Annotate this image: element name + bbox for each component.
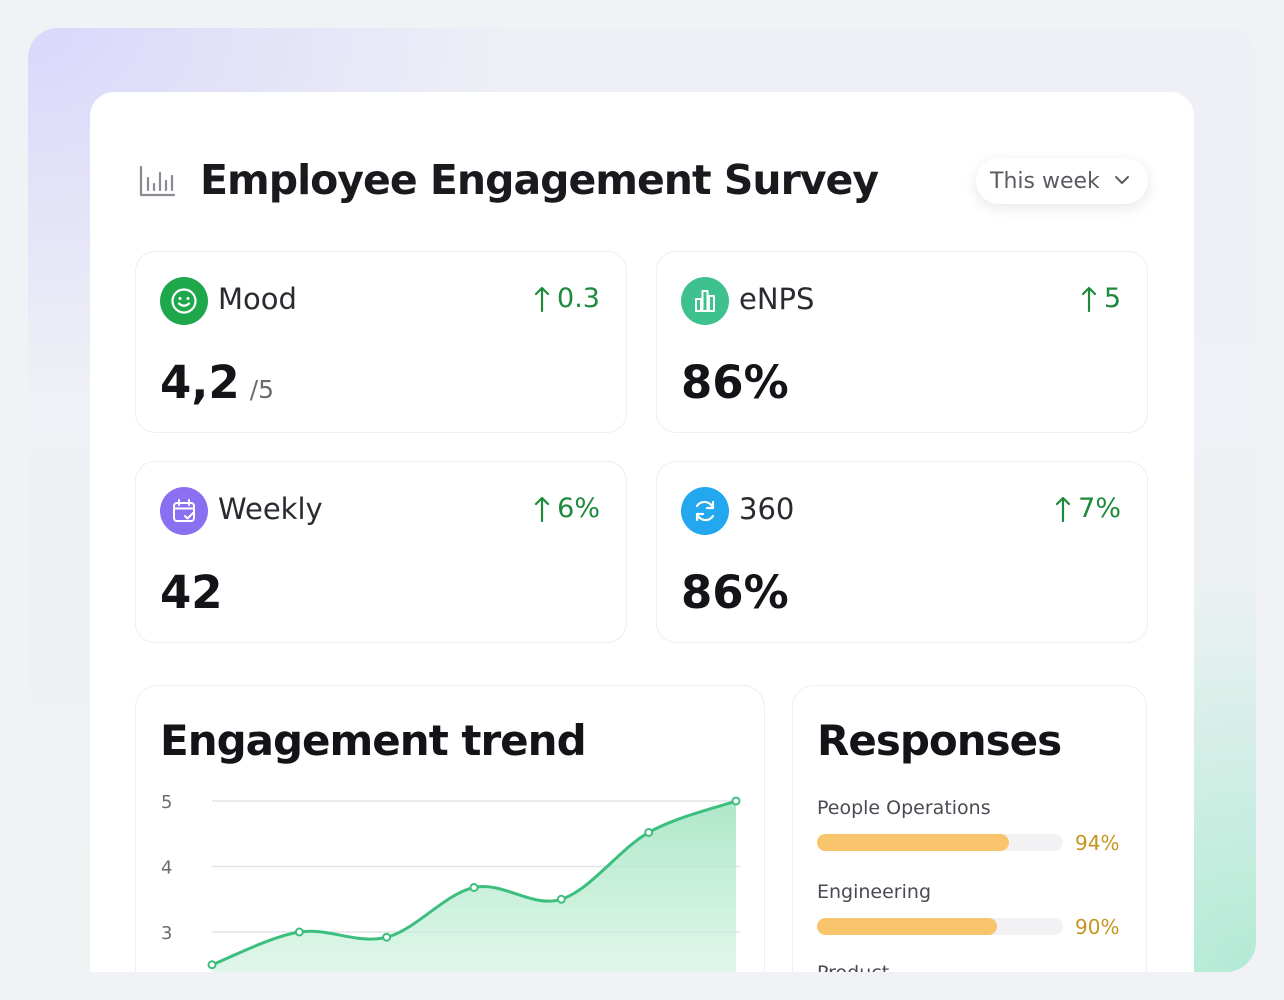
- stat-label: 360: [739, 492, 795, 526]
- trend-point[interactable]: [207, 960, 217, 970]
- stat-card-weekly[interactable]: Weekly 6% 42: [135, 461, 627, 643]
- trend-area: [212, 801, 736, 972]
- stat-delta-value: 6%: [557, 493, 600, 524]
- bar-chart-icon: [139, 165, 176, 197]
- smile-icon: [160, 277, 208, 325]
- stat-value-number: 86%: [681, 566, 789, 619]
- stat-delta: 7%: [1054, 493, 1121, 524]
- period-select-value: This week: [990, 168, 1100, 194]
- y-tick-label: 3: [161, 923, 172, 944]
- response-progress-fill: [817, 918, 997, 935]
- stat-delta-value: 7%: [1078, 493, 1121, 524]
- stat-value: 42: [160, 566, 223, 619]
- period-select[interactable]: This week: [976, 158, 1148, 204]
- stat-card-enps[interactable]: eNPS 5 86%: [656, 251, 1148, 433]
- trend-point[interactable]: [644, 827, 654, 837]
- response-label: People Operations: [817, 797, 991, 819]
- response-progress-bar: [817, 918, 1063, 935]
- stat-value: 86%: [681, 566, 789, 619]
- responses-panel: Responses People Operations 94% Engineer…: [792, 685, 1147, 972]
- stat-label: Mood: [218, 282, 297, 316]
- calendar-check-icon: [160, 487, 208, 535]
- trend-point[interactable]: [294, 927, 304, 937]
- response-label: Product: [817, 962, 889, 972]
- stat-value-suffix: /5: [249, 375, 275, 404]
- y-tick-label: 4: [161, 858, 172, 879]
- arrow-up-icon: [535, 496, 550, 522]
- stat-value-number: 86%: [681, 356, 789, 409]
- response-percent: 94%: [1075, 831, 1120, 855]
- response-progress-fill: [817, 834, 1009, 851]
- panel-title: Responses: [817, 716, 1062, 765]
- page-title: Employee Engagement Survey: [200, 156, 879, 204]
- trend-point[interactable]: [382, 932, 392, 942]
- survey-card: Employee Engagement Survey This week Moo…: [90, 92, 1194, 972]
- stat-label: Weekly: [218, 492, 323, 526]
- trend-point[interactable]: [731, 796, 741, 806]
- response-percent: 90%: [1075, 915, 1120, 939]
- y-tick-label: 5: [161, 792, 172, 813]
- panel-title: Engagement trend: [160, 716, 587, 765]
- response-label: Engineering: [817, 881, 931, 903]
- stat-delta: 6%: [533, 493, 600, 524]
- stat-card-360[interactable]: 360 7% 86%: [656, 461, 1148, 643]
- engagement-trend-chart: 5 4 3: [161, 792, 741, 972]
- stat-value: 86%: [681, 356, 789, 409]
- stat-delta: 5: [1080, 283, 1121, 314]
- refresh-icon: [681, 487, 729, 535]
- stat-delta: 0.3: [533, 283, 600, 314]
- stat-delta-value: 5: [1103, 283, 1121, 314]
- response-progress-bar: [817, 834, 1063, 851]
- chevron-down-icon: [1115, 176, 1129, 184]
- stat-label: eNPS: [739, 282, 815, 316]
- stat-value: 4,2/5: [160, 356, 274, 409]
- stat-delta-value: 0.3: [557, 283, 600, 314]
- trend-point[interactable]: [469, 882, 479, 892]
- trend-point[interactable]: [556, 894, 566, 904]
- stat-card-mood[interactable]: Mood 0.3 4,2/5: [135, 251, 627, 433]
- engagement-trend-panel: Engagement trend 5 4 3: [135, 685, 765, 972]
- arrow-up-icon: [534, 286, 550, 312]
- building-chart-icon: [681, 277, 729, 325]
- stat-value-number: 4,2: [160, 356, 240, 409]
- arrow-up-icon: [1056, 496, 1071, 522]
- arrow-up-icon: [1081, 286, 1096, 312]
- stat-value-number: 42: [160, 566, 223, 619]
